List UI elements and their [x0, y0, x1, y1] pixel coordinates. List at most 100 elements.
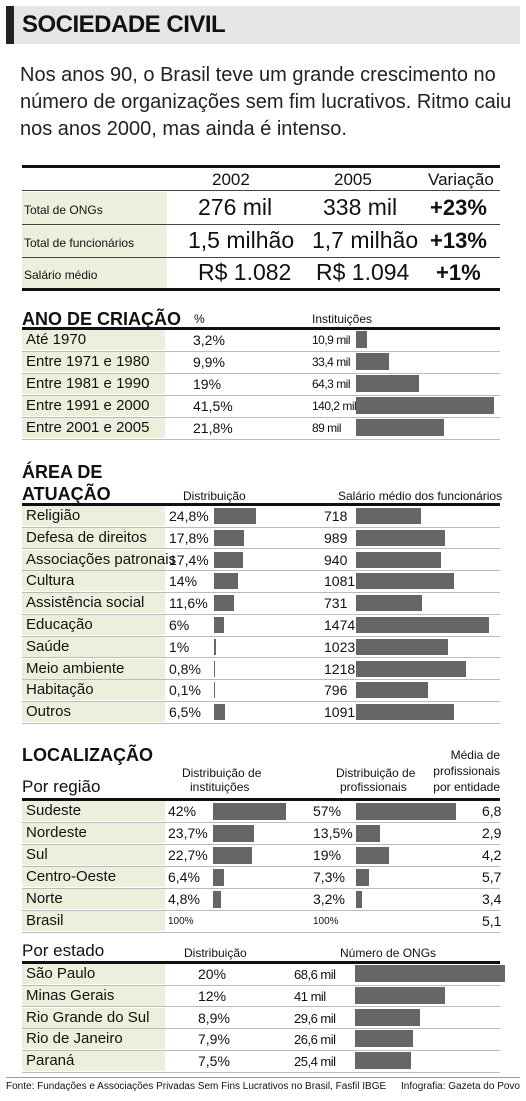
area-row-label: Cultura — [26, 572, 75, 590]
state-count-bar — [355, 1030, 414, 1048]
region-row-prof: 100% — [313, 916, 339, 927]
row-label-bg — [22, 801, 165, 821]
area-row-dist: 24,8% — [169, 508, 209, 524]
row-label-bg — [22, 418, 165, 438]
row-divider — [22, 373, 500, 374]
region-row-prof: 3,2% — [313, 891, 345, 907]
row-label-bg — [22, 911, 165, 931]
state-count-bar — [355, 986, 445, 1004]
region-prof-bar — [356, 891, 362, 908]
area-salary-bar — [356, 704, 455, 721]
area-dist-bar — [214, 551, 244, 568]
summary-label-bg — [22, 258, 167, 288]
region-inst-bar — [213, 869, 225, 886]
area-row-salary: 718 — [324, 508, 348, 524]
row-label-bg — [22, 506, 165, 526]
summary-value-2005: 338 mil — [323, 194, 398, 220]
creation-row-pct: 9,9% — [193, 354, 225, 370]
region-row-inst: 4,8% — [168, 891, 200, 907]
row-divider — [22, 1049, 500, 1051]
row-label-bg — [22, 615, 165, 635]
intro-text: Nos anos 90, o Brasil teve um grande cre… — [20, 64, 512, 140]
area-row-dist: 11,6% — [169, 595, 208, 612]
creation-bar — [356, 397, 494, 414]
region-row-label: Brasil — [26, 912, 64, 929]
area-salary-bar — [356, 595, 422, 612]
creation-row-value: 33,4 mil — [312, 355, 351, 369]
row-label-bg — [22, 330, 165, 350]
row-divider — [22, 866, 500, 867]
creation-row-value: 10,9 mil — [312, 333, 351, 347]
row-divider — [22, 635, 500, 637]
area-row-salary: 1091 — [324, 704, 356, 721]
region-inst-bar — [213, 825, 255, 842]
state-row-label: Minas Gerais — [26, 986, 115, 1004]
row-divider — [22, 548, 500, 550]
row-divider — [22, 700, 500, 702]
creation-bar — [356, 419, 444, 436]
state-count-bar — [355, 965, 505, 982]
area-row-salary: 1023 — [324, 638, 356, 655]
row-divider — [22, 395, 500, 396]
year-2002-header: 2002 — [212, 170, 250, 189]
source-note: Fonte: Fundações e Associações Privadas … — [6, 1081, 387, 1092]
creation-row-value: 64,3 mil — [312, 377, 351, 391]
region-row-prof: 7,3% — [313, 869, 345, 885]
state-row-dist: 8,9% — [198, 1009, 230, 1026]
area-salary-bar — [356, 508, 421, 524]
creation-row-label: Entre 2001 e 2005 — [26, 419, 150, 436]
area-salary-bar — [356, 682, 428, 699]
row-label-bg — [22, 571, 165, 592]
region-row-inst: 100% — [168, 916, 194, 927]
area-row-dist: 14% — [169, 573, 198, 590]
row-label-bg — [22, 527, 165, 548]
area-title-line2: ATUAÇÃO — [22, 484, 111, 504]
area-row-salary: 1474 — [324, 617, 356, 633]
region-row-inst: 6,4% — [168, 869, 200, 885]
area-row-label: Meio ambiente — [26, 659, 125, 677]
area-row-salary: 940 — [324, 551, 348, 568]
row-label-bg — [22, 658, 165, 679]
area-row-label: Habitação — [26, 681, 94, 699]
creation-row-label: Entre 1981 e 1990 — [26, 375, 150, 392]
row-label-bg — [22, 374, 165, 394]
area-title-line1: ÁREA DE — [22, 462, 103, 482]
area-row-salary: 1218 — [324, 660, 356, 677]
title-accent-bar — [6, 6, 14, 44]
area-dist-bar — [214, 660, 216, 677]
summary-value-2002: R$ 1.082 — [198, 259, 292, 285]
area-dist-bar — [214, 704, 225, 721]
area-row-salary: 1081 — [324, 573, 356, 590]
state-rule — [22, 961, 500, 964]
region-col-inst-2: instituições — [190, 780, 250, 794]
area-row-salary: 796 — [324, 682, 348, 699]
area-dist-bar — [214, 529, 245, 546]
area-dist-bar — [214, 617, 225, 633]
row-divider — [22, 932, 500, 933]
state-row-value: 25,4 mil — [294, 1054, 336, 1070]
variation-header: Variação — [428, 170, 494, 189]
creation-row-label: Até 1970 — [26, 331, 87, 348]
row-divider — [22, 984, 500, 986]
region-row-avg: 5,1 — [482, 913, 502, 929]
area-salary-bar — [356, 617, 489, 633]
summary-header-rule — [22, 190, 500, 191]
row-divider — [22, 910, 500, 911]
area-col-salary: Salário médio dos funcionários — [338, 489, 503, 503]
region-prof-bar — [356, 869, 369, 886]
row-label-bg — [22, 549, 165, 570]
year-2005-header: 2005 — [334, 170, 372, 189]
state-subtitle: Por estado — [22, 941, 105, 960]
creation-row-label: Entre 1991 e 2000 — [26, 397, 150, 414]
region-row-inst: 22,7% — [168, 847, 208, 863]
area-rule — [22, 503, 500, 506]
creation-bar — [356, 375, 420, 392]
region-inst-bar — [213, 891, 222, 908]
area-row-label: Educação — [26, 616, 93, 633]
region-subtitle: Por região — [22, 777, 101, 796]
area-row-label: Associações patronais — [26, 550, 177, 568]
creation-col-pct: % — [194, 312, 205, 326]
region-row-label: Centro-Oeste — [26, 868, 117, 885]
state-row-label: Rio de Janeiro — [26, 1030, 123, 1048]
region-col-inst-1: Distribuição de — [182, 766, 262, 780]
